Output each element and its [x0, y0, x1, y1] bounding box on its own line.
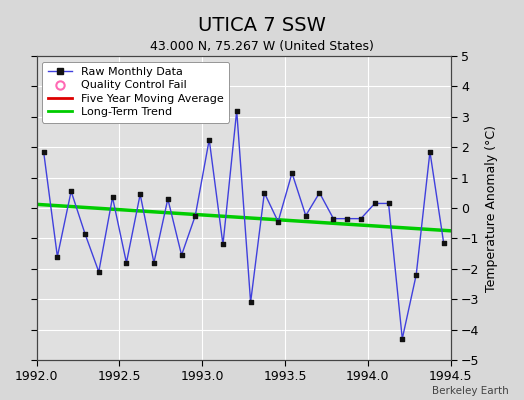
- Point: [67, 188, 75, 194]
- Point: [177, 252, 185, 258]
- Point: [440, 240, 448, 246]
- Point: [163, 196, 172, 202]
- Point: [398, 336, 407, 342]
- Point: [233, 108, 241, 114]
- Point: [39, 148, 48, 155]
- Point: [53, 254, 62, 260]
- Point: [288, 170, 296, 176]
- Point: [302, 212, 310, 219]
- Point: [385, 200, 393, 207]
- Point: [150, 260, 158, 266]
- Point: [357, 216, 365, 222]
- Point: [136, 191, 145, 198]
- Point: [95, 269, 103, 275]
- Point: [191, 212, 200, 219]
- Legend: Raw Monthly Data, Quality Control Fail, Five Year Moving Average, Long-Term Tren: Raw Monthly Data, Quality Control Fail, …: [42, 62, 230, 123]
- Point: [81, 231, 89, 237]
- Y-axis label: Temperature Anomaly (°C): Temperature Anomaly (°C): [485, 124, 498, 292]
- Point: [329, 216, 337, 222]
- Point: [426, 148, 434, 155]
- Point: [274, 218, 282, 225]
- Text: Berkeley Earth: Berkeley Earth: [432, 386, 508, 396]
- Point: [219, 241, 227, 248]
- Point: [315, 190, 324, 196]
- Point: [205, 136, 213, 143]
- Point: [343, 216, 352, 222]
- Text: 43.000 N, 75.267 W (United States): 43.000 N, 75.267 W (United States): [150, 40, 374, 53]
- Point: [412, 272, 420, 278]
- Point: [122, 260, 130, 266]
- Point: [370, 200, 379, 207]
- Text: UTICA 7 SSW: UTICA 7 SSW: [198, 16, 326, 35]
- Point: [246, 299, 255, 306]
- Point: [260, 190, 269, 196]
- Point: [108, 194, 117, 200]
